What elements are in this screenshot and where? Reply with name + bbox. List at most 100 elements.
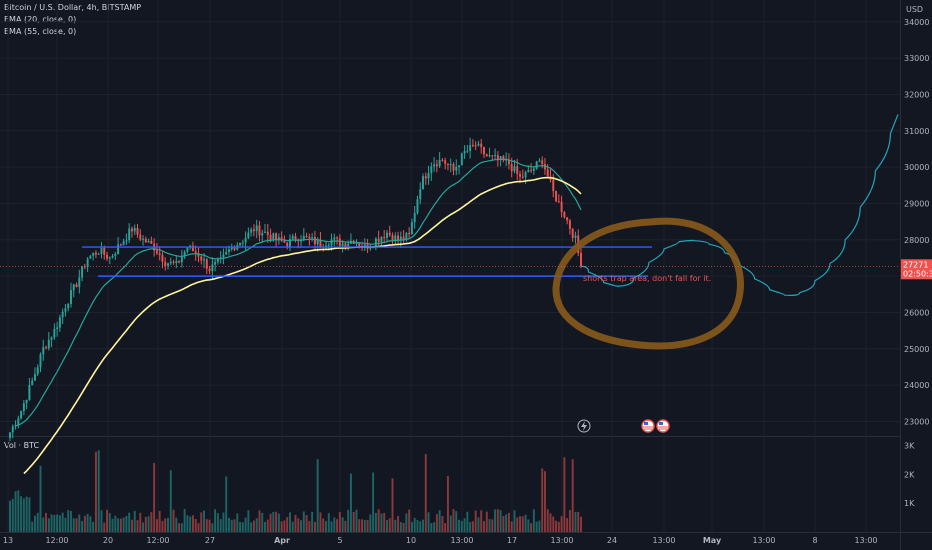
volume-bar [277,513,280,532]
highlight-circle[interactable] [552,217,744,350]
volume-legend[interactable]: Vol · BTC [4,441,40,450]
candle-body [383,237,386,239]
ema55-line [23,176,582,475]
candle-body [22,403,25,412]
volume-bar [313,521,316,532]
candle-body [571,228,574,238]
volume-bar [560,516,563,532]
candle-body [83,266,86,268]
candle-body [374,238,377,247]
candle-body [449,164,452,166]
time-axis[interactable]: 13 12:00 20 12:00 27 Apr 5 10 13:00 17 13:00 24 13:0… [3,536,878,545]
volume-bar [258,510,261,532]
candle-body [133,227,136,232]
candle-body [31,380,34,386]
candle-body [25,400,28,404]
annotation-text[interactable]: shorts trap area, don't fall for it. [583,274,711,283]
volume-bar [438,510,441,532]
candle-body [228,249,230,252]
volume-bar [336,519,339,532]
price-axis[interactable]: 2300024000250002600027000280002900030000… [904,18,929,427]
ema20-legend[interactable]: EMA (20, close, 0) [4,15,77,24]
volume-bar [449,515,452,532]
volume-bar [22,498,25,532]
candle-body [566,217,569,221]
symbol-title[interactable]: Bitcoin / U.S. Dollar, 4h, BITSTAMP [4,3,142,12]
candle-body [513,166,516,172]
volume-bar [397,515,400,532]
volume-bar [89,516,92,532]
time-tick-label: 12:00 [146,536,169,545]
us-flag-icon[interactable] [656,419,670,433]
candle-body [197,253,200,257]
volume-bar [200,512,203,532]
candle-body [33,374,36,381]
candle-body [491,155,494,157]
volume-bar [175,517,178,532]
volume-bar [474,510,477,532]
candle-body [410,222,413,235]
volume-bar [322,518,325,532]
volume-bar [355,509,358,532]
volume-bar [325,521,327,532]
candle-body [313,237,316,245]
volume-bar [39,465,42,532]
candle-body [363,244,366,248]
candle-body [147,240,150,243]
volume-bar [75,518,78,532]
candle-body [269,234,272,241]
volume-bar [424,454,427,532]
lightning-icon[interactable] [577,419,591,433]
volume-bar [488,519,491,532]
volume-bar [155,519,158,532]
volume-bar [480,510,483,532]
candle-body [275,233,278,241]
candle-body [277,237,280,241]
volume-bar [552,516,555,532]
candle-body [416,199,419,213]
candle-body [47,339,50,349]
time-tick-label: 5 [337,536,342,545]
volume-bar [172,509,175,532]
candle-body [125,240,128,242]
candle-body [194,251,197,254]
volume-bar [70,510,72,532]
volume-bar [300,520,303,532]
candle-body [552,179,555,192]
candle-body [499,156,502,160]
volume-bar [128,512,131,532]
candle-body [419,189,422,200]
volume-bar [53,514,56,532]
us-flag-icon[interactable] [641,419,655,433]
candle-body [427,173,430,179]
volume-bar [183,508,186,532]
candle-body [167,263,169,266]
volume-bar [50,514,53,532]
candle-body [200,256,203,261]
volume-bar [568,510,571,532]
volume-tick-label: 2K [904,470,915,479]
volume-bar [222,512,225,532]
candle-body [208,268,211,272]
time-tick-label: May [703,536,722,545]
price-tick-label: 29000 [904,199,929,208]
volume-bar [275,511,278,532]
candle-body [78,277,81,287]
candle-body [283,240,286,243]
price-tick-label: 28000 [904,236,929,245]
volume-bar [197,523,200,532]
candle-body [380,237,383,242]
candle-body [244,238,247,243]
volume-bar [150,512,153,532]
candle-body [119,244,122,246]
candle-body [399,236,402,241]
volume-bar [405,513,408,532]
volume-bar [288,512,291,532]
volume-bar [130,519,133,532]
volume-bar [208,519,211,532]
volume-bar [347,509,350,532]
ema55-legend[interactable]: EMA (55, close, 0) [4,27,77,36]
volume-bar [103,522,106,532]
